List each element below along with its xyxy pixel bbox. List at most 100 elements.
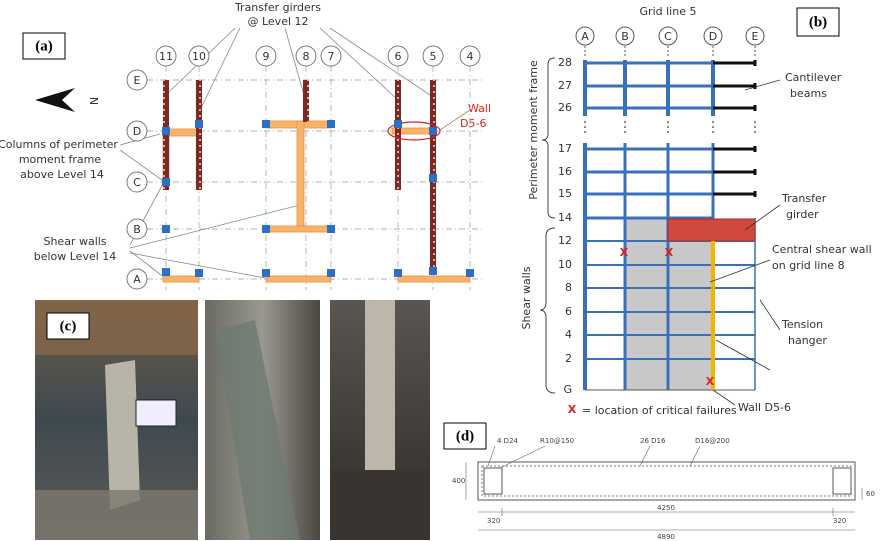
walls	[163, 121, 470, 282]
columns	[162, 120, 474, 277]
ellipsis-dot	[754, 126, 756, 128]
leader-lines	[120, 28, 470, 278]
grid-label: 5	[430, 50, 437, 63]
column	[429, 174, 437, 182]
grid-label: 7	[328, 50, 335, 63]
grid-label: B	[621, 30, 629, 43]
annotation: girder	[786, 208, 819, 221]
ellipsis-dot	[667, 131, 669, 133]
annotation: above Level 14	[20, 168, 104, 181]
ellipsis-dot	[754, 131, 756, 133]
failure-marker: X	[665, 246, 674, 259]
grid-label: 10	[192, 50, 206, 63]
annotation: Columns of perimeter	[0, 138, 118, 151]
column	[429, 127, 437, 135]
ellipsis-dot	[712, 126, 714, 128]
wall-section	[478, 462, 855, 500]
ellipsis-dot	[624, 126, 626, 128]
ellipsis-dot	[667, 126, 669, 128]
brace	[540, 228, 555, 393]
failure-marker: X	[620, 246, 629, 259]
annotation: Wall	[468, 102, 491, 115]
panel-a: (a) Transfer girders @ Level 12 N Column…	[0, 1, 491, 290]
brace	[542, 58, 555, 218]
ellipsis-dot	[584, 131, 586, 133]
grid-label: 9	[263, 50, 270, 63]
column	[429, 267, 437, 275]
legend-text: = location of critical failures	[582, 404, 737, 417]
annotation: Transfer girders	[234, 1, 321, 14]
dimension: 26 D16	[640, 437, 666, 445]
panel-b: (b) Grid line 5 ABCDE2827261716151412108…	[520, 5, 872, 417]
photo-detail	[136, 400, 176, 426]
ellipsis-dot	[667, 121, 669, 123]
column	[162, 225, 170, 233]
panel-label: (a)	[35, 38, 53, 54]
ellipsis-dot	[584, 121, 586, 123]
photo-detail	[365, 300, 395, 470]
annotation: @ Level 12	[247, 15, 308, 28]
column	[162, 127, 170, 135]
ellipsis-dot	[712, 121, 714, 123]
ellipsis-dot	[754, 121, 756, 123]
level-label: 26	[558, 101, 572, 114]
dimension: 60	[866, 490, 875, 498]
annotation: Cantilever	[785, 71, 842, 84]
annotation: Shear walls	[520, 266, 533, 329]
photo-detail	[35, 490, 198, 540]
column	[262, 225, 270, 233]
column	[327, 120, 335, 128]
grid-label: 4	[467, 50, 474, 63]
level-label: 12	[558, 234, 572, 247]
photo-detail	[330, 470, 430, 540]
dimension: R10@150	[540, 437, 574, 445]
north-label: N	[88, 97, 101, 105]
annotation: Shear walls	[43, 235, 106, 248]
level-label: 10	[558, 258, 572, 271]
column	[162, 178, 170, 186]
annotation: below Level 14	[34, 250, 117, 263]
column	[394, 120, 402, 128]
title: Grid line 5	[640, 5, 697, 18]
grid-label: A	[133, 273, 141, 286]
dimension-lines	[466, 446, 862, 530]
dimension: 400	[452, 477, 465, 485]
grid-label: D	[133, 125, 141, 138]
column	[162, 268, 170, 276]
column	[262, 120, 270, 128]
annotation: beams	[790, 87, 827, 100]
grid-label: 6	[395, 50, 402, 63]
leader-lines	[710, 80, 780, 405]
grid-label: C	[664, 30, 672, 43]
annotation: Tension	[781, 318, 823, 331]
grid-label: D	[709, 30, 717, 43]
annotation: on grid line 8	[772, 259, 845, 272]
dimension: 4 D24	[497, 437, 519, 445]
figure: (a) Transfer girders @ Level 12 N Column…	[0, 0, 881, 541]
boundary-element	[833, 468, 851, 494]
ellipsis-dot	[624, 121, 626, 123]
level-label: 8	[565, 281, 572, 294]
ellipsis-dot	[624, 131, 626, 133]
column	[262, 269, 270, 277]
north-arrow	[35, 88, 75, 112]
annotation: hanger	[788, 334, 827, 347]
ellipsis-dot	[712, 131, 714, 133]
level-label: G	[563, 383, 572, 396]
panel-d: (d) 4 D24 R10@150 26 D16 D16@200 400 60 …	[444, 423, 875, 541]
level-label: 17	[558, 142, 572, 155]
level-label: 4	[565, 328, 572, 341]
annotation: Wall D5-6	[738, 401, 791, 414]
column	[394, 269, 402, 277]
panel-c: (c)	[35, 300, 430, 540]
grid-label: E	[752, 30, 759, 43]
level-label: 2	[565, 352, 572, 365]
boundary-element	[484, 468, 502, 494]
annotation: D5-6	[460, 117, 486, 130]
dimension: D16@200	[695, 437, 730, 445]
panel-label: (d)	[456, 428, 474, 444]
legend-marker: X	[568, 403, 577, 416]
level-label: 28	[558, 56, 572, 69]
annotation: moment frame	[19, 153, 102, 166]
reinforcement	[482, 466, 851, 496]
